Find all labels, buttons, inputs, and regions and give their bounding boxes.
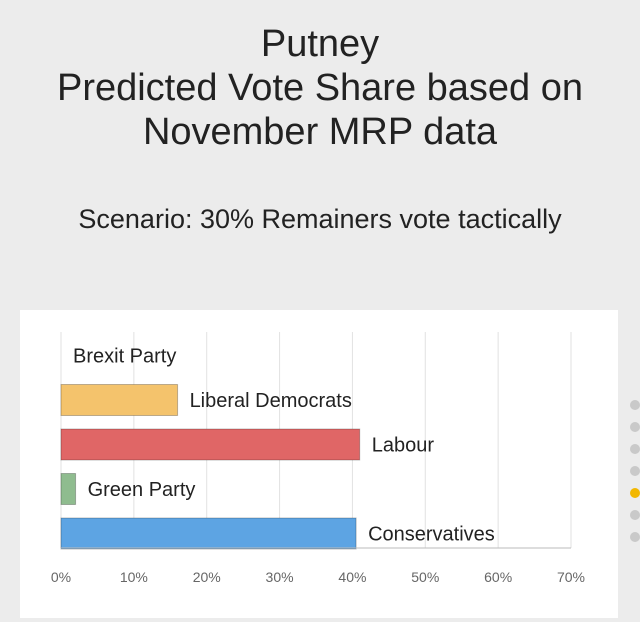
- carousel-dot[interactable]: [630, 466, 640, 476]
- x-tick-label: 50%: [411, 569, 439, 585]
- x-tick-label: 30%: [266, 569, 294, 585]
- bar-label: Liberal Democrats: [190, 390, 352, 412]
- carousel-dot[interactable]: [630, 532, 640, 542]
- carousel-dot[interactable]: [630, 444, 640, 454]
- bar-label: Brexit Party: [73, 346, 176, 368]
- x-tick-label: 10%: [120, 569, 148, 585]
- bar-chart: 0% 10% 20% 30% 40% 50% 60% 70% Brexit Party Liber…: [51, 332, 585, 585]
- x-tick-label: 70%: [557, 569, 585, 585]
- chart-title: Putney Predicted Vote Share based on Nov…: [0, 22, 640, 154]
- bar-label: Labour: [372, 435, 435, 457]
- x-tick-label: 60%: [484, 569, 512, 585]
- title-line-3: November MRP data: [142, 111, 498, 153]
- carousel-dot[interactable]: [630, 400, 640, 410]
- scenario-subtitle: Scenario: 30% Remainers vote tactically: [78, 204, 562, 234]
- carousel-dot[interactable]: [630, 510, 640, 520]
- bar: [60, 384, 179, 416]
- carousel-dot[interactable]: [630, 422, 640, 432]
- title-line-2: Predicted Vote Share based on: [56, 67, 584, 109]
- x-tick-label: 40%: [338, 569, 366, 585]
- bar-label: Green Party: [88, 479, 196, 501]
- carousel-dot-active[interactable]: [630, 488, 640, 498]
- x-tick-label: 20%: [193, 569, 221, 585]
- bar: [60, 428, 361, 461]
- x-tick-label: 0%: [51, 569, 71, 585]
- chart-card: 0% 10% 20% 30% 40% 50% 60% 70% Brexit Party Liber…: [20, 310, 618, 618]
- bar: [60, 517, 357, 550]
- title-line-1: Putney: [260, 23, 380, 65]
- bar: [60, 473, 77, 505]
- carousel-dots: [630, 400, 640, 554]
- bar-label: Conservatives: [368, 524, 495, 546]
